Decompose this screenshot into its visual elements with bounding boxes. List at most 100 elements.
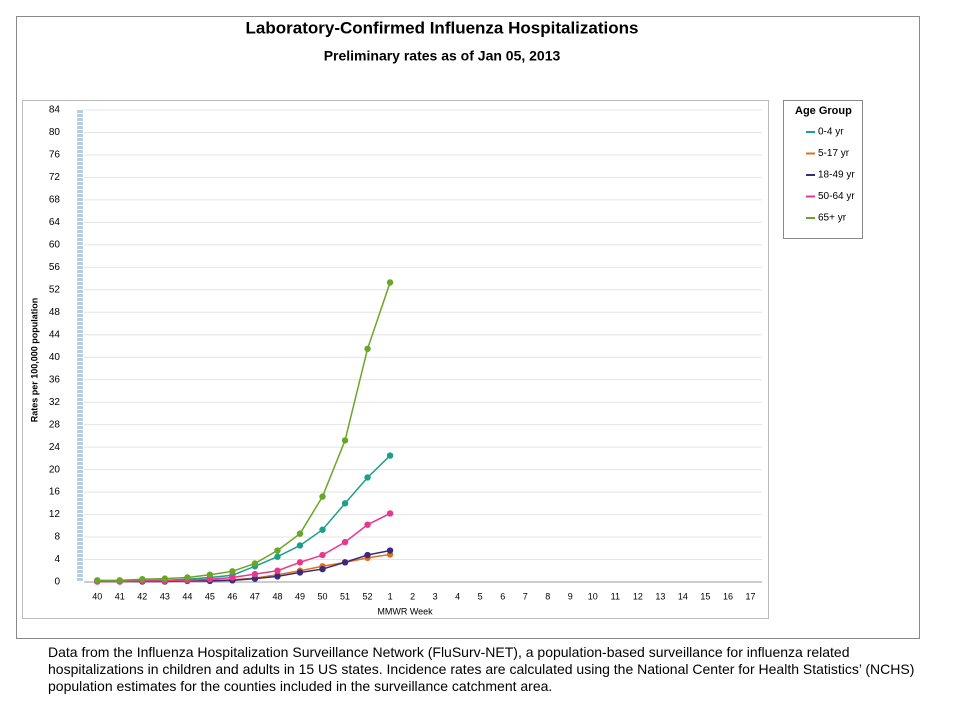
y-tick-label: 12 bbox=[49, 509, 61, 520]
x-tick-label: 47 bbox=[250, 591, 260, 601]
legend-title: Age Group bbox=[795, 105, 852, 117]
y-tick-label: 8 bbox=[54, 532, 60, 543]
data-point bbox=[274, 553, 281, 560]
y-tick-label: 32 bbox=[49, 397, 61, 408]
data-point bbox=[319, 565, 326, 573]
x-tick-label: 13 bbox=[655, 591, 665, 601]
y-tick-label: 48 bbox=[49, 307, 61, 318]
chart-subtitle: Preliminary rates as of Jan 05, 2013 bbox=[324, 48, 561, 64]
data-point bbox=[296, 569, 304, 576]
legend-label: 65+ yr bbox=[818, 213, 847, 224]
data-point bbox=[251, 570, 259, 578]
y-tick-label: 72 bbox=[49, 172, 61, 183]
x-tick-label: 11 bbox=[611, 591, 620, 601]
legend-label: 50-64 yr bbox=[818, 191, 855, 202]
data-point bbox=[229, 574, 236, 581]
data-point bbox=[296, 559, 304, 566]
legend-label: 18-49 yr bbox=[818, 170, 855, 181]
data-point bbox=[274, 567, 281, 574]
data-point bbox=[251, 575, 259, 582]
data-point bbox=[139, 575, 146, 583]
y-tick-label: 0 bbox=[54, 577, 60, 588]
x-tick-label: 12 bbox=[633, 591, 643, 601]
x-tick-label: 2 bbox=[410, 591, 415, 601]
y-tick-label: 40 bbox=[49, 352, 61, 363]
data-point bbox=[94, 577, 101, 584]
data-point bbox=[161, 575, 169, 582]
data-point bbox=[296, 530, 304, 537]
y-tick-label: 28 bbox=[49, 419, 61, 430]
x-tick-label: 16 bbox=[723, 591, 733, 601]
y-tick-label: 68 bbox=[49, 195, 61, 206]
legend-box bbox=[783, 100, 863, 239]
x-tick-label: 17 bbox=[745, 591, 755, 601]
x-tick-label: 9 bbox=[568, 591, 573, 601]
data-point bbox=[229, 568, 236, 575]
data-point bbox=[319, 551, 326, 559]
data-point bbox=[341, 559, 349, 566]
x-tick-label: 48 bbox=[272, 591, 282, 601]
x-tick-label: 15 bbox=[700, 591, 710, 601]
data-point bbox=[364, 521, 371, 528]
footnote: Data from the Influenza Hospitalization … bbox=[48, 644, 915, 694]
y-tick-label: 60 bbox=[49, 239, 61, 250]
data-point bbox=[184, 574, 191, 581]
y-tick-label: 64 bbox=[49, 217, 61, 228]
y-tick-label: 44 bbox=[49, 329, 61, 340]
data-point bbox=[386, 279, 394, 286]
x-tick-label: 51 bbox=[340, 591, 350, 601]
y-tick-label: 80 bbox=[49, 127, 61, 138]
y-tick-label: 20 bbox=[49, 464, 61, 475]
x-tick-label: 46 bbox=[227, 591, 237, 601]
data-point bbox=[274, 547, 281, 554]
data-point bbox=[341, 437, 349, 444]
data-point bbox=[296, 542, 304, 549]
data-point bbox=[341, 500, 349, 507]
x-tick-label: 6 bbox=[500, 591, 505, 601]
x-tick-label: 45 bbox=[205, 591, 215, 601]
x-tick-label: 49 bbox=[295, 591, 305, 601]
x-tick-label: 42 bbox=[137, 591, 147, 601]
x-tick-label: 50 bbox=[318, 591, 328, 601]
data-point bbox=[386, 510, 394, 517]
data-point bbox=[116, 577, 123, 584]
data-point bbox=[364, 474, 371, 481]
x-tick-label: 8 bbox=[545, 591, 550, 601]
data-point bbox=[364, 551, 371, 559]
x-tick-label: 7 bbox=[523, 591, 528, 601]
data-point bbox=[319, 493, 326, 500]
series-line bbox=[97, 282, 391, 582]
x-tick-label: 5 bbox=[478, 591, 483, 601]
data-point bbox=[364, 345, 371, 353]
chart: Laboratory-Confirmed Influenza Hospitali… bbox=[16, 16, 920, 639]
data-point bbox=[341, 538, 349, 546]
x-tick-label: 40 bbox=[92, 591, 102, 601]
data-point bbox=[206, 571, 214, 578]
data-point bbox=[274, 573, 281, 580]
y-tick-label: 4 bbox=[54, 554, 60, 565]
y-tick-label: 16 bbox=[49, 487, 61, 498]
x-tick-label: 10 bbox=[588, 591, 598, 601]
legend-label: 5-17 yr bbox=[818, 148, 850, 159]
y-axis-label: Rates per 100,000 population bbox=[29, 298, 39, 423]
x-tick-label: 14 bbox=[678, 591, 688, 601]
data-point bbox=[206, 575, 214, 583]
y-tick-label: 76 bbox=[49, 150, 61, 161]
data-point bbox=[386, 547, 394, 554]
data-point bbox=[386, 452, 394, 459]
x-tick-label: 41 bbox=[115, 591, 125, 601]
plot-frame bbox=[22, 100, 769, 619]
x-tick-label: 43 bbox=[160, 591, 170, 601]
y-tick-label: 52 bbox=[49, 284, 61, 295]
y-tick-label: 36 bbox=[49, 374, 61, 385]
x-tick-label: 44 bbox=[182, 591, 192, 601]
x-axis-label: MMWR Week bbox=[377, 606, 433, 616]
y-tick-label: 24 bbox=[49, 442, 61, 453]
legend-label: 0-4 yr bbox=[818, 127, 844, 138]
x-tick-label: 52 bbox=[363, 591, 373, 601]
data-point bbox=[319, 526, 326, 533]
y-tick-label: 56 bbox=[49, 262, 61, 273]
data-point bbox=[251, 560, 259, 567]
series-line bbox=[97, 512, 391, 583]
